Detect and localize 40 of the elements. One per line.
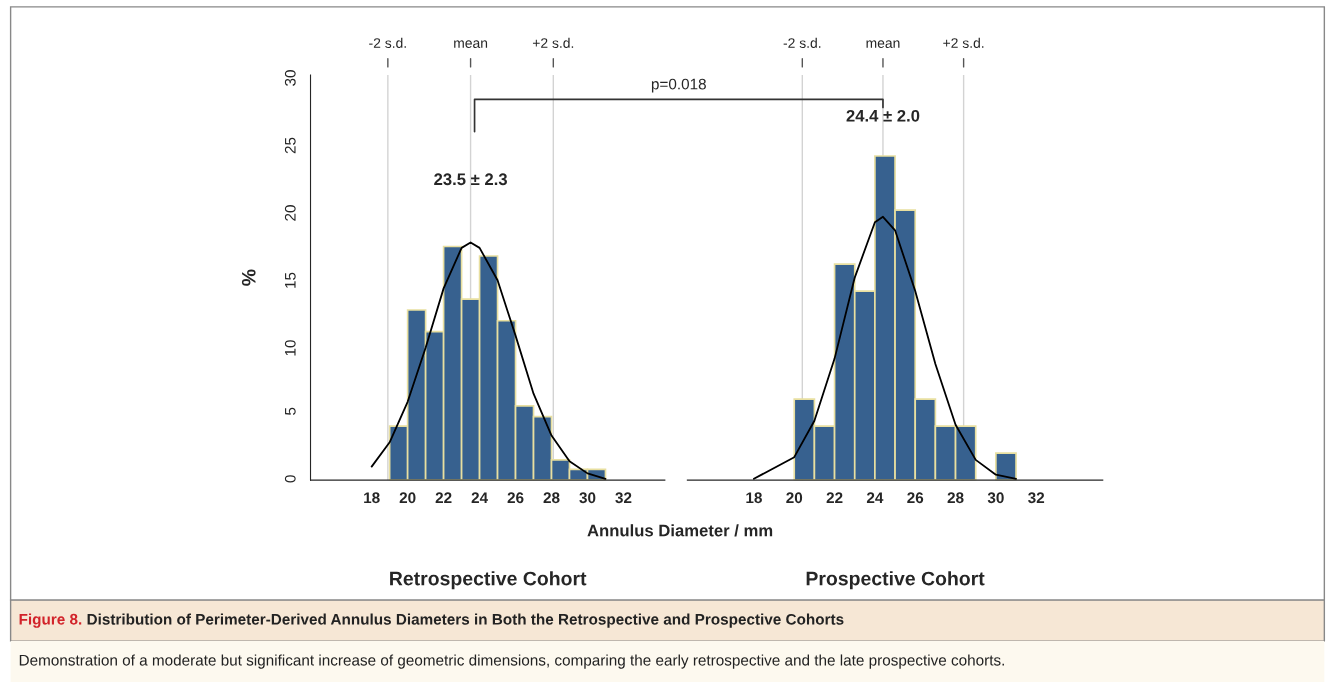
text: Prospective Cohort — [806, 571, 985, 590]
ref-line-label: mean — [454, 40, 488, 48]
annotation: 23.5 ± 2.3 — [434, 173, 507, 186]
annotation: 24.4 ± 2.0 — [846, 109, 920, 122]
x-tick-label: 28 — [543, 492, 560, 504]
y-tick-label: 10 — [284, 340, 296, 356]
x-tick-label: 18 — [746, 492, 762, 504]
x-tick-label: 20 — [786, 492, 803, 504]
x-tick-label: 22 — [826, 492, 843, 504]
x-tick-label: 30 — [579, 492, 596, 504]
text: Distribution of Perimeter-Derived Annulus Diameters in Both the Retrospective and Prospective Cohorts — [87, 613, 844, 628]
x-tick-label: 24 — [866, 492, 884, 504]
x-tick-label: 18 — [364, 492, 380, 504]
ref-line-label: +2 s.d. — [943, 37, 984, 48]
x-tick-label: 28 — [947, 492, 964, 504]
y-tick-label: 25 — [284, 137, 296, 154]
ref-line-label: mean — [866, 40, 900, 48]
x-tick-label: 30 — [987, 492, 1004, 504]
text: Retrospective Cohort — [390, 571, 587, 590]
text: Demonstration of a moderate but significant increase of geometric dimensions, comparing the early retrospective and the late prospective cohorts. — [19, 654, 1004, 669]
x-tick-label: 32 — [615, 492, 632, 504]
y-tick-label: 30 — [284, 70, 296, 86]
x-tick-label: 32 — [1028, 492, 1045, 504]
line-series — [370, 241, 607, 480]
caption: Figure 8. — [19, 613, 82, 628]
ref-line-label: +2 s.d. — [532, 37, 574, 48]
ref-line-label: -2 s.d. — [783, 37, 821, 48]
y-tick-label: 0 — [284, 475, 296, 483]
y-axis-title: % — [241, 269, 256, 286]
y-tick-label: 20 — [284, 205, 296, 221]
x-tick-label: 26 — [507, 492, 524, 504]
x-tick-label: 26 — [907, 492, 924, 504]
x-tick-label: 24 — [471, 492, 488, 504]
ref-line-label: -2 s.d. — [369, 37, 406, 48]
x-tick-label: 20 — [399, 492, 416, 504]
annotation: p=0.018 — [651, 78, 706, 93]
y-tick-label: 15 — [285, 272, 296, 288]
x-tick-label: 22 — [435, 492, 452, 504]
y-tick-label: 5 — [285, 407, 296, 415]
x-axis-title: Annulus Diameter / mm — [587, 524, 773, 537]
